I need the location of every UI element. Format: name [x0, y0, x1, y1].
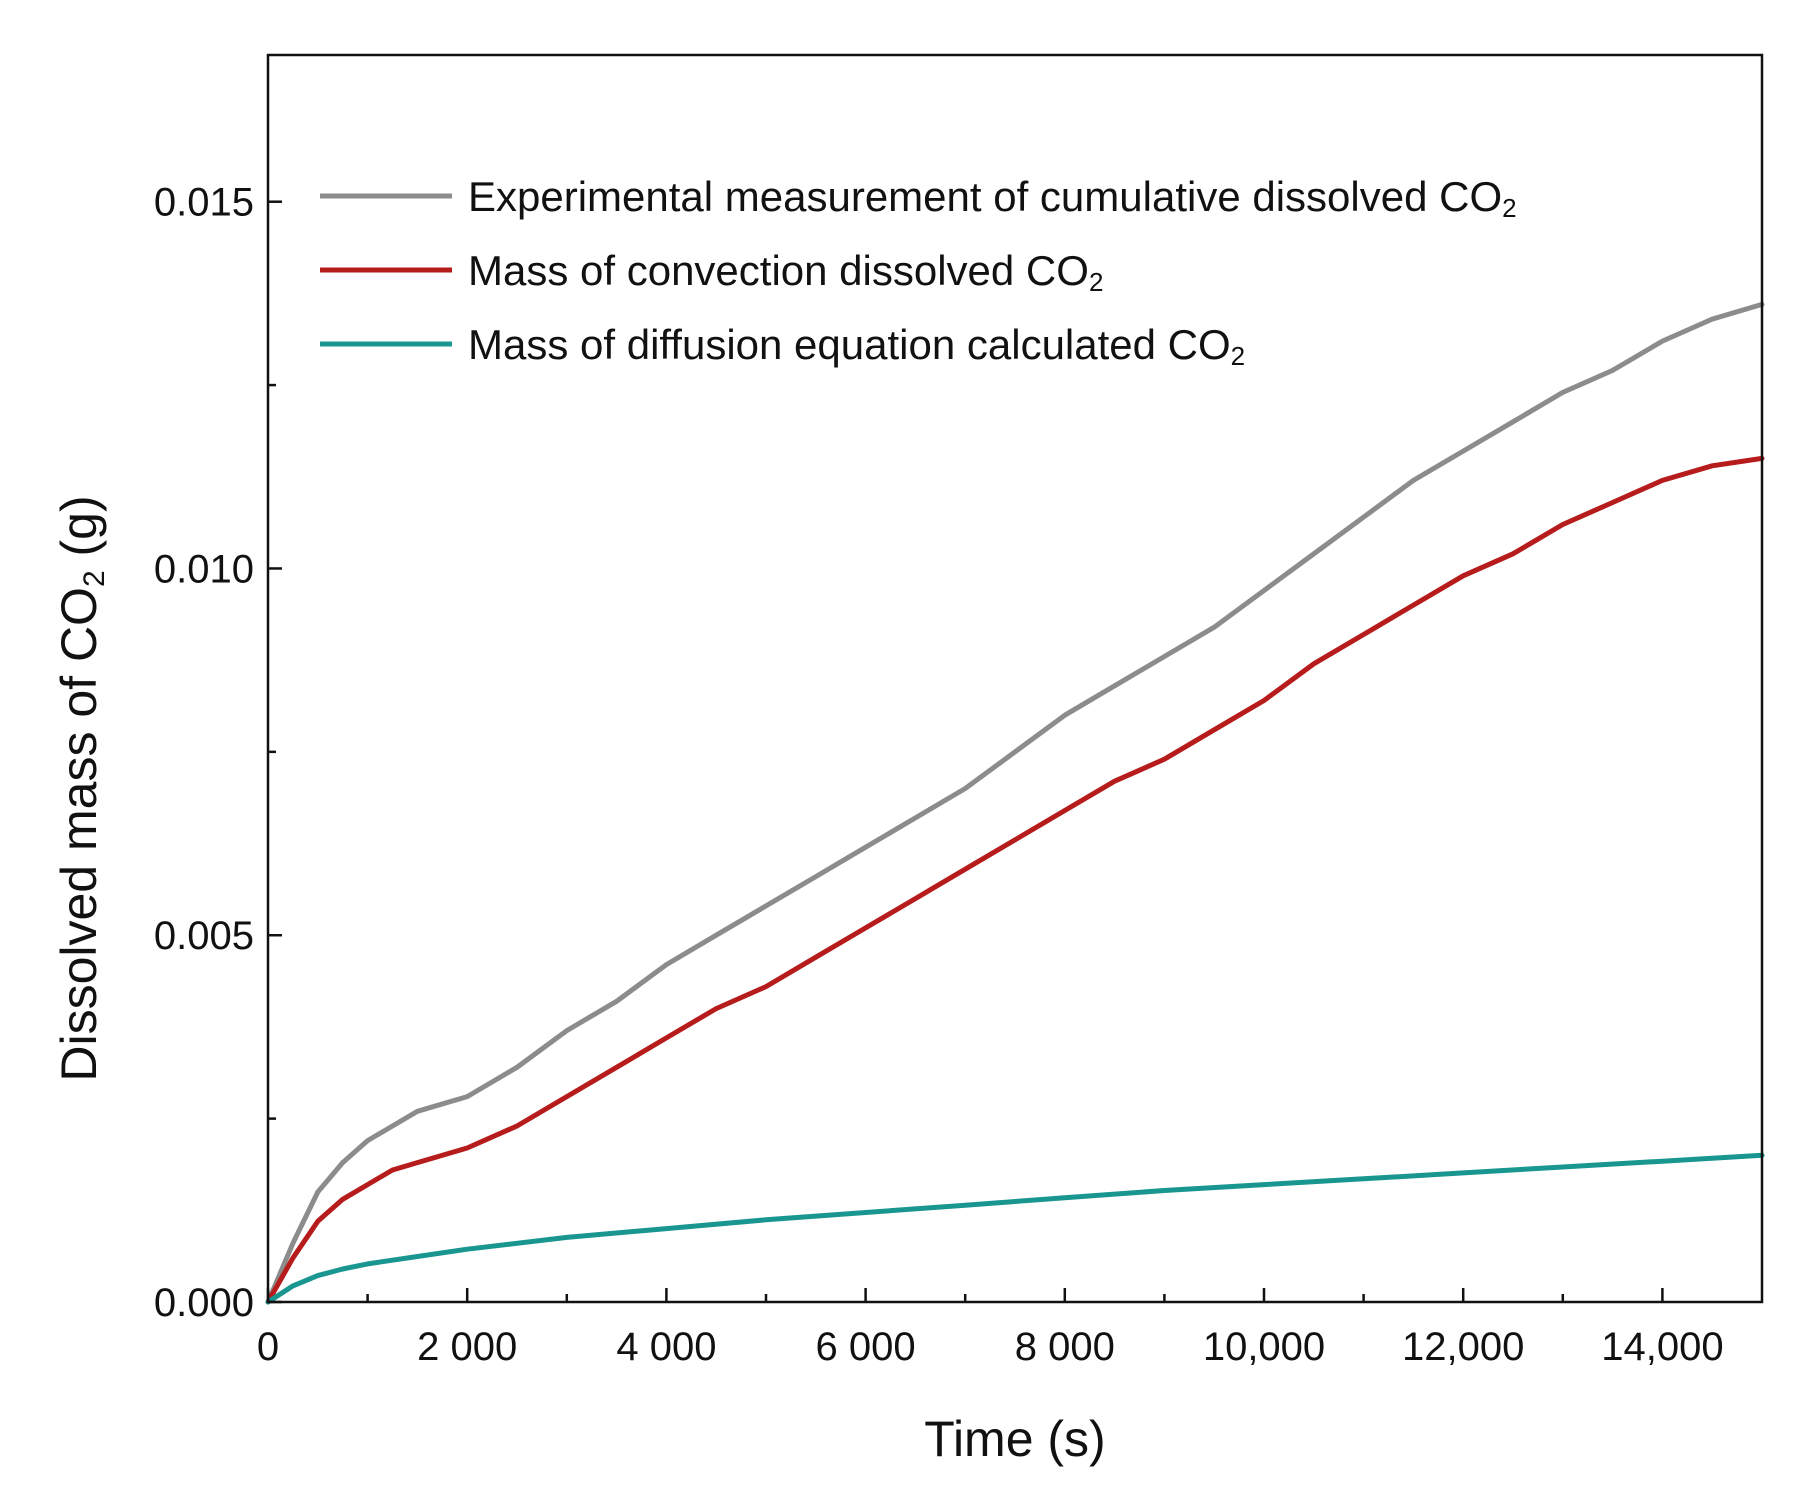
series-line-3 — [265, 1152, 1765, 1305]
y-axis-label-subscript: 2 — [78, 570, 111, 587]
y-tick-label: 0.010 — [154, 547, 254, 591]
y-axis-label-suffix: (g) — [51, 495, 107, 570]
y-tick-label: 0.015 — [154, 181, 254, 225]
y-tick-label: 0.005 — [154, 914, 254, 958]
x-axis-label: Time (s) — [924, 1411, 1105, 1467]
x-tick-label: 8 000 — [1015, 1325, 1115, 1369]
y-tick-label: 0.000 — [154, 1281, 254, 1325]
x-tick-label: 12,000 — [1402, 1325, 1524, 1369]
legend-label-2: Mass of convection dissolved CO2 — [468, 247, 1103, 297]
series-layer — [265, 301, 1765, 1305]
x-tick-label: 10,000 — [1203, 1325, 1325, 1369]
y-axis-label-prefix: Dissolved mass of CO — [51, 587, 107, 1082]
x-tick-label: 4 000 — [616, 1325, 716, 1369]
x-tick-label: 2 000 — [417, 1325, 517, 1369]
series-line-1 — [265, 301, 1765, 1305]
x-axis: 0 2 000 4 000 6 000 8 000 10,000 12,000 14,000 — [257, 1288, 1724, 1369]
legend: Experimental measurement of cumulative d… — [320, 173, 1517, 371]
x-tick-label: 14,000 — [1601, 1325, 1723, 1369]
x-tick-label: 0 — [257, 1325, 279, 1369]
x-tick-label: 6 000 — [816, 1325, 916, 1369]
plot-frame — [266, 53, 1764, 1304]
series-line-2 — [265, 455, 1765, 1305]
legend-label-3: Mass of diffusion equation calculated CO… — [468, 321, 1245, 371]
legend-label-1: Experimental measurement of cumulative d… — [468, 173, 1517, 223]
y-axis: 0.000 0.005 0.010 0.015 — [154, 181, 282, 1325]
y-axis-label: Dissolved mass of CO2 (g) — [51, 495, 111, 1081]
